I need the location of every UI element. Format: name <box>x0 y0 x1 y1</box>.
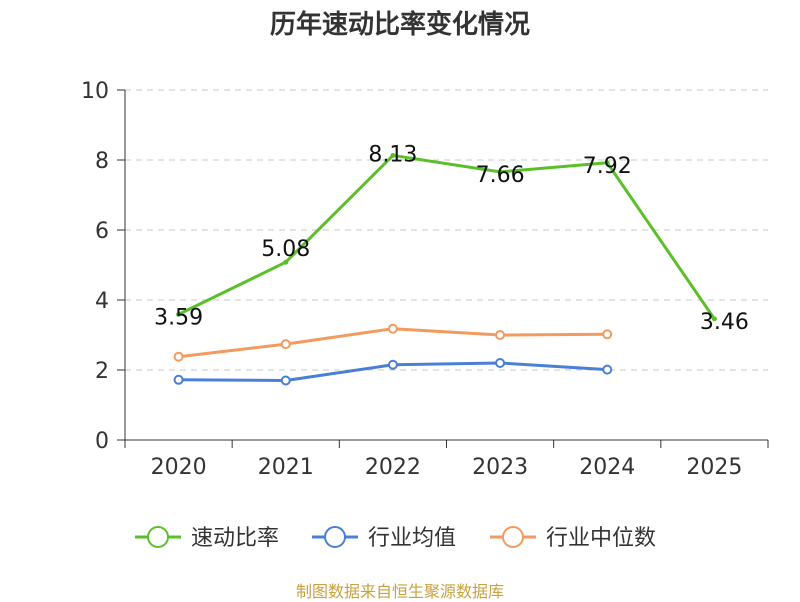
y-tick-label: 4 <box>95 289 109 314</box>
series-point-0 <box>176 311 182 317</box>
legend-label: 速动比率 <box>191 526 279 551</box>
chart-title: 历年速动比率变化情况 <box>269 10 530 40</box>
series-point-1 <box>173 374 184 385</box>
series-point-2 <box>387 323 398 334</box>
x-tick-label: 2021 <box>258 455 314 480</box>
y-tick-label: 6 <box>95 219 109 244</box>
legend-label: 行业均值 <box>368 526 456 551</box>
x-tick-label: 2020 <box>151 455 207 480</box>
legend-marker <box>147 526 169 548</box>
series-point-1 <box>280 375 291 386</box>
series-point-1 <box>495 358 506 368</box>
series-point-1 <box>387 359 398 370</box>
series-point-1 <box>602 364 613 375</box>
y-tick-label: 2 <box>95 359 109 384</box>
legend-label: 行业中位数 <box>546 526 656 551</box>
series-point-2 <box>602 329 613 340</box>
data-label: 5.08 <box>261 237 310 262</box>
series-point-2 <box>173 351 184 362</box>
data-source-note: 制图数据来自恒生聚源数据库 <box>295 582 504 601</box>
data-label: 8.13 <box>368 142 417 167</box>
x-tick-label: 2023 <box>472 455 528 480</box>
y-tick-label: 0 <box>95 429 109 454</box>
series-point-0 <box>390 152 396 158</box>
series-point-0 <box>711 316 717 322</box>
data-label: 3.46 <box>700 310 749 335</box>
series-line-0 <box>177 153 716 320</box>
series-point-2 <box>280 339 291 350</box>
series-point-0 <box>497 169 503 175</box>
y-tick-label: 10 <box>81 79 109 104</box>
data-label: 7.66 <box>476 163 525 188</box>
legend-marker <box>324 526 346 548</box>
data-label: 7.92 <box>583 154 632 179</box>
series-point-0 <box>604 160 610 166</box>
series-point-2 <box>495 330 506 340</box>
data-label: 3.59 <box>154 305 203 330</box>
x-tick-label: 2022 <box>365 455 421 480</box>
x-tick-label: 2024 <box>579 455 635 480</box>
series-point-0 <box>283 259 289 265</box>
legend-marker <box>502 526 524 548</box>
x-tick-label: 2025 <box>686 455 742 480</box>
y-tick-label: 8 <box>95 149 109 174</box>
